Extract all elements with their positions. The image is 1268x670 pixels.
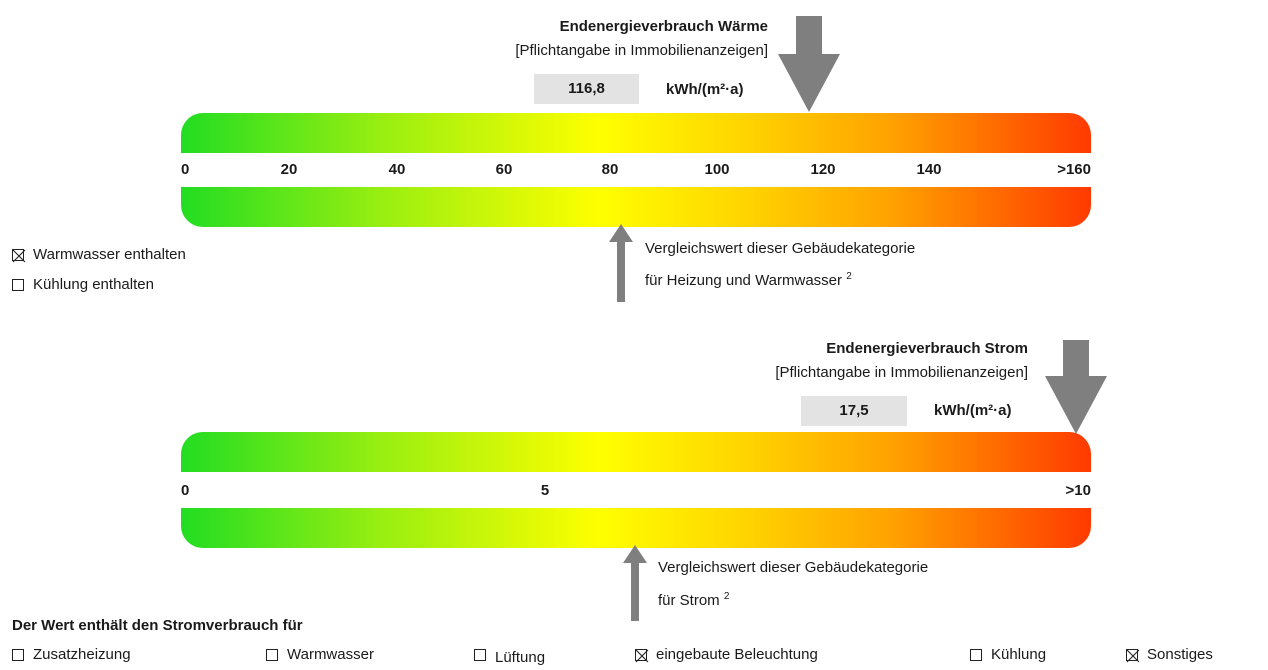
power-includes-heading: Der Wert enthält den Stromverbrauch für: [12, 617, 303, 634]
heat-option-kuehlung[interactable]: Kühlung enthalten: [12, 276, 154, 293]
heat-title: Endenergieverbrauch Wärme: [559, 18, 768, 35]
power-subtitle: [Pflichtangabe in Immobilienanzeigen]: [775, 364, 1028, 381]
power-include-kuehlung[interactable]: Kühlung: [970, 646, 1046, 663]
power-include-lueftung[interactable]: Lüftung: [474, 646, 546, 666]
power-tick-label: 5: [540, 482, 550, 499]
power-include-warmwasser[interactable]: Warmwasser: [266, 646, 374, 663]
heat-tick-label: 20: [280, 161, 298, 178]
heat-option-warmwasser[interactable]: Warmwasser enthalten: [12, 246, 186, 263]
power-comparison-line1: Vergleichswert dieser Gebäudekategorie: [658, 559, 929, 576]
heat-unit: kWh/(m²·a): [666, 81, 744, 98]
power-include-sonstiges[interactable]: Sonstiges: [1126, 646, 1213, 663]
power-tick-label: 0: [181, 482, 190, 499]
power-include-label: Sonstiges: [1147, 646, 1213, 663]
checkbox-unchecked[interactable]: [474, 648, 486, 661]
checkbox-checked[interactable]: [12, 248, 26, 262]
heat-scale-band-bottom: [181, 187, 1091, 227]
heat-comparison-line1: Vergleichswert dieser Gebäudekategorie: [645, 240, 916, 257]
power-include-beleuchtung[interactable]: eingebaute Beleuchtung: [635, 646, 818, 663]
power-value-box: 17,5: [801, 396, 907, 426]
heat-comparison-arrow: [609, 224, 633, 302]
power-include-label: Zusatzheizung: [33, 646, 131, 663]
heat-tick-label: 120: [810, 161, 836, 178]
heat-scale-band-top: [181, 113, 1091, 153]
heat-comparison-line2: für Heizung und Warmwasser 2: [645, 266, 852, 292]
power-include-label: Warmwasser: [287, 646, 374, 663]
checkbox-checked[interactable]: [1126, 648, 1140, 662]
power-comparison-line2: für Strom 2: [658, 586, 729, 612]
checkbox-unchecked[interactable]: [12, 648, 24, 661]
heat-value-box: 116,8: [534, 74, 639, 104]
power-consumption-arrow: [1045, 340, 1107, 434]
heat-option-label: Warmwasser enthalten: [33, 246, 186, 263]
heat-consumption-arrow: [778, 16, 840, 112]
heat-tick-label: 80: [601, 161, 619, 178]
heat-tick-label: 100: [704, 161, 730, 178]
heat-tick-label: 0: [181, 161, 190, 178]
heat-tick-label: 40: [388, 161, 406, 178]
heat-comparison-text: für Heizung und Warmwasser: [645, 272, 843, 289]
power-scale-band-bottom: [181, 508, 1091, 548]
power-include-zusatzheizung[interactable]: Zusatzheizung: [12, 646, 131, 663]
power-comparison-text: für Strom: [658, 592, 720, 609]
footnote-marker: 2: [846, 271, 852, 282]
power-comparison-arrow: [623, 545, 647, 621]
heat-option-label: Kühlung enthalten: [33, 276, 154, 293]
heat-tick-label: 140: [916, 161, 942, 178]
footnote-marker: 2: [723, 591, 730, 602]
heat-tick-label: 60: [495, 161, 513, 178]
power-unit: kWh/(m²·a): [934, 402, 1012, 419]
power-include-label: eingebaute Beleuchtung: [656, 646, 818, 663]
checkbox-checked[interactable]: [635, 648, 649, 662]
checkbox-unchecked[interactable]: [970, 648, 982, 661]
checkbox-unchecked[interactable]: [266, 648, 278, 661]
power-title: Endenergieverbrauch Strom: [826, 340, 1028, 357]
checkbox-unchecked[interactable]: [12, 278, 24, 291]
power-tick-label: >10: [1065, 482, 1091, 499]
power-scale-band-top: [181, 432, 1091, 472]
power-include-label: Lüftung: [495, 649, 546, 666]
power-include-label: Kühlung: [991, 646, 1047, 663]
heat-tick-label: >160: [1057, 161, 1091, 178]
heat-subtitle: [Pflichtangabe in Immobilienanzeigen]: [515, 42, 768, 59]
